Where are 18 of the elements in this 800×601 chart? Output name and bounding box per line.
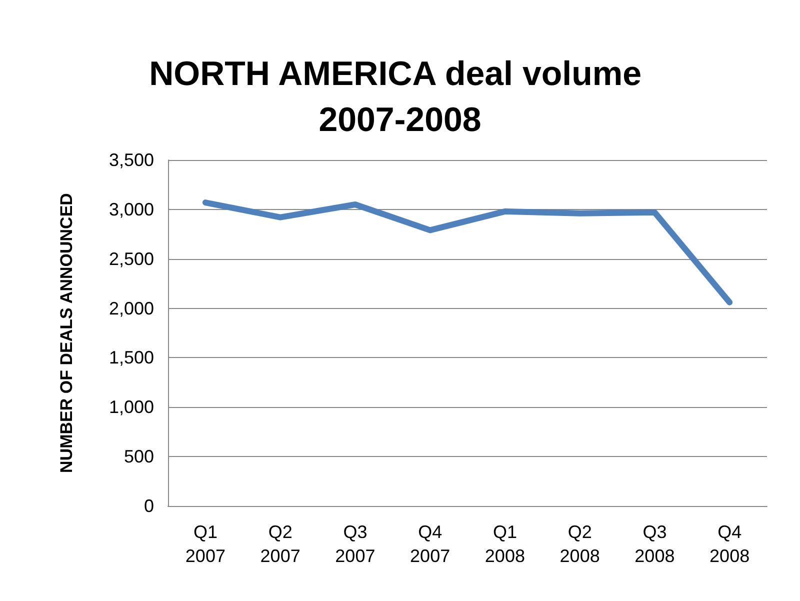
x-tick-label: Q4 2008 <box>710 522 750 566</box>
y-tick-label: 1,000 <box>108 397 154 418</box>
chart-title: NORTH AMERICA deal volume 2007-2008 <box>149 55 651 139</box>
y-tick-label: 3,500 <box>108 150 154 170</box>
y-tick-label: 3,000 <box>108 199 154 220</box>
y-tick-label: 2,000 <box>108 298 154 318</box>
y-tick-label: 1,500 <box>108 348 154 368</box>
y-tick-label: 500 <box>124 446 154 467</box>
y-tick-label: 2,500 <box>108 248 154 269</box>
x-tick-label: Q1 2007 <box>185 522 226 566</box>
x-tick-label: Q4 2007 <box>410 522 450 566</box>
y-tick-label: 0 <box>144 496 154 516</box>
x-tick-label: Q2 2008 <box>560 522 600 566</box>
y-axis-title: NUMBER OF DEALS ANNOUNCED <box>57 193 76 473</box>
x-tick-label: Q3 2008 <box>634 522 675 566</box>
x-tick-label: Q1 2008 <box>484 522 525 566</box>
x-tick-label: Q2 2007 <box>260 522 300 566</box>
x-tick-label: Q3 2007 <box>335 522 376 566</box>
